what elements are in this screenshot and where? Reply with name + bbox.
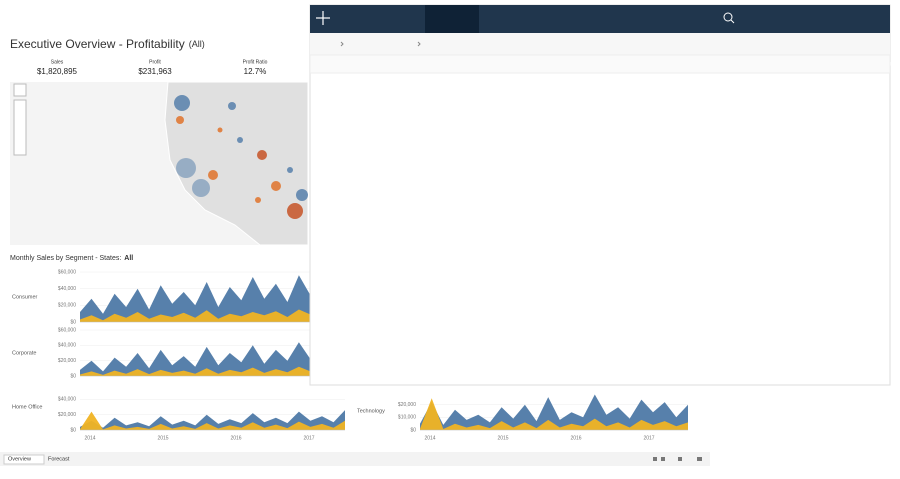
y-tick-label: $10,000 bbox=[398, 415, 416, 421]
map-search[interactable] bbox=[13, 83, 27, 97]
x-tick-label: 2017 bbox=[643, 435, 654, 441]
y-tick-label: $60,000 bbox=[58, 327, 76, 333]
map-controls[interactable] bbox=[13, 83, 27, 156]
area bbox=[80, 309, 345, 322]
breadcrumb-chevrons bbox=[340, 41, 421, 47]
x-tick-label: 2017 bbox=[303, 435, 314, 441]
segment-label: Technology bbox=[357, 408, 385, 414]
y-tick-label: $40,000 bbox=[58, 343, 76, 349]
area bbox=[80, 366, 345, 376]
y-tick-label: $0 bbox=[410, 427, 416, 433]
tab[interactable]: Overview bbox=[8, 456, 31, 462]
title-filter: (All) bbox=[189, 39, 205, 49]
y-tick-label: $0 bbox=[70, 427, 76, 433]
y-tick-label: $20,000 bbox=[58, 358, 76, 364]
x-tick-label: 2014 bbox=[424, 435, 435, 441]
y-tick-label: $20,000 bbox=[398, 402, 416, 408]
search-icon[interactable] bbox=[723, 12, 733, 22]
dashboard-title: Executive Overview - Profitability (All) bbox=[10, 37, 205, 51]
logo-icon bbox=[316, 11, 330, 25]
y-tick-label: $60,000 bbox=[58, 269, 76, 275]
kpi-label: Sales bbox=[51, 59, 64, 65]
bottom-bar bbox=[0, 452, 710, 466]
y-tick-label: $40,000 bbox=[58, 397, 76, 403]
segment-label: Corporate bbox=[12, 350, 36, 356]
y-tick-label: $40,000 bbox=[58, 286, 76, 292]
kpi-label: Profit Ratio bbox=[243, 59, 268, 65]
sales-title-text: Monthly Sales by Segment - States: bbox=[10, 255, 121, 262]
tab[interactable]: Forecast bbox=[48, 456, 70, 462]
x-tick-label: 2016 bbox=[230, 435, 241, 441]
tab-bar bbox=[0, 452, 710, 466]
nav-bar bbox=[310, 5, 890, 33]
area bbox=[420, 394, 688, 430]
segment-label: Consumer bbox=[12, 294, 38, 300]
kpi-value: $1,820,895 bbox=[37, 67, 78, 76]
executive-dashboard: Executive Overview - Profitability (All) … bbox=[10, 37, 345, 379]
sales-title: Monthly Sales by Segment - States: All bbox=[10, 255, 133, 262]
area bbox=[80, 410, 345, 430]
x-tick-label: 2014 bbox=[84, 435, 95, 441]
y-tick-label: $0 bbox=[70, 373, 76, 379]
x-tick-label: 2015 bbox=[157, 435, 168, 441]
title-text: Executive Overview - Profitability bbox=[10, 37, 185, 51]
area bbox=[80, 411, 345, 430]
x-tick-label: 2016 bbox=[570, 435, 581, 441]
sales-filter: All bbox=[124, 255, 133, 262]
tab-active[interactable] bbox=[3, 454, 45, 465]
map-land bbox=[164, 81, 309, 246]
toolbar bbox=[310, 54, 891, 74]
map-circles bbox=[174, 95, 308, 219]
y-tick-label: $20,000 bbox=[58, 303, 76, 309]
area bbox=[80, 273, 345, 322]
pager-icons[interactable] bbox=[653, 457, 702, 461]
area bbox=[420, 398, 688, 430]
tableau-content bbox=[310, 5, 891, 74]
x-tick-label: 2015 bbox=[497, 435, 508, 441]
kpi-value: $231,963 bbox=[138, 67, 172, 76]
map-toolbar[interactable] bbox=[13, 99, 27, 156]
y-tick-label: $0 bbox=[70, 319, 76, 325]
area bbox=[80, 340, 345, 376]
breadcrumb-bar bbox=[310, 33, 890, 55]
y-tick-label: $20,000 bbox=[58, 412, 76, 418]
segment-label: Home Office bbox=[12, 404, 42, 410]
kpi-value: 12.7% bbox=[244, 67, 267, 76]
search-handle bbox=[730, 19, 735, 24]
kpi-label: Profit bbox=[149, 59, 161, 65]
nav-active bbox=[425, 5, 479, 33]
